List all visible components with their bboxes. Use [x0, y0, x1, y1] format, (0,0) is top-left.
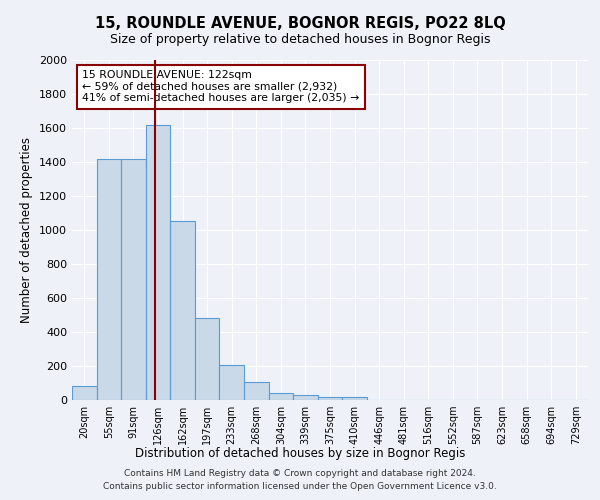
- Bar: [293, 395, 318, 400]
- Bar: [220, 365, 244, 400]
- Text: Distribution of detached houses by size in Bognor Regis: Distribution of detached houses by size …: [135, 448, 465, 460]
- Bar: [72, 386, 97, 400]
- Bar: [244, 382, 269, 400]
- Text: 15 ROUNDLE AVENUE: 122sqm
← 59% of detached houses are smaller (2,932)
41% of se: 15 ROUNDLE AVENUE: 122sqm ← 59% of detac…: [82, 70, 359, 103]
- Bar: [97, 160, 121, 400]
- Bar: [342, 398, 367, 400]
- Bar: [318, 396, 342, 400]
- Bar: [121, 158, 146, 400]
- Bar: [146, 124, 170, 400]
- Bar: [170, 222, 195, 400]
- Y-axis label: Number of detached properties: Number of detached properties: [20, 137, 34, 323]
- Bar: [269, 393, 293, 400]
- Bar: [195, 318, 220, 400]
- Text: 15, ROUNDLE AVENUE, BOGNOR REGIS, PO22 8LQ: 15, ROUNDLE AVENUE, BOGNOR REGIS, PO22 8…: [95, 16, 505, 31]
- Text: Contains HM Land Registry data © Crown copyright and database right 2024.
Contai: Contains HM Land Registry data © Crown c…: [103, 469, 497, 491]
- Text: Size of property relative to detached houses in Bognor Regis: Size of property relative to detached ho…: [110, 32, 490, 46]
